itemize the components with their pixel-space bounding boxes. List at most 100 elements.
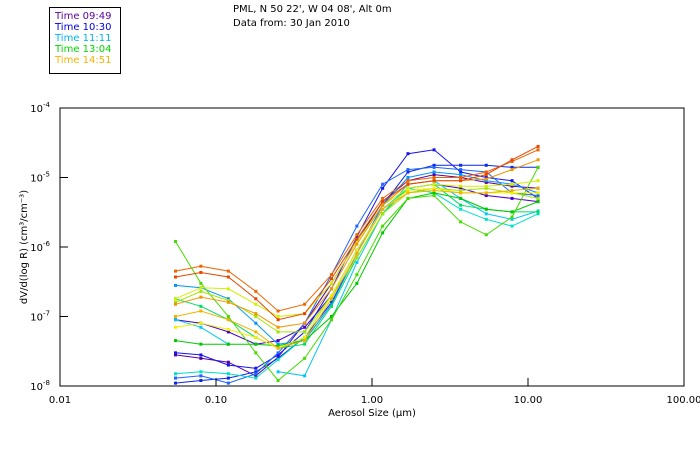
data-point (406, 170, 410, 174)
x-tick-label: 0.10 (205, 395, 227, 406)
data-point (173, 376, 177, 380)
data-point (459, 163, 463, 167)
data-point (173, 315, 177, 318)
data-point (276, 346, 280, 350)
data-point (254, 335, 258, 339)
data-point (199, 286, 203, 290)
data-point (432, 170, 436, 174)
data-point (226, 360, 230, 364)
data-point (355, 239, 359, 243)
legend-entry: Time 14:51 (55, 55, 112, 66)
data-point (173, 318, 177, 322)
data-point (329, 302, 333, 306)
data-point (276, 351, 280, 355)
data-point (510, 215, 514, 219)
data-point (329, 297, 333, 301)
data-point (432, 163, 436, 167)
data-point (459, 189, 463, 193)
data-point (459, 179, 463, 183)
data-point (536, 191, 540, 195)
data-point (536, 148, 540, 152)
data-point (226, 300, 230, 304)
data-point (303, 321, 307, 325)
data-point (459, 203, 463, 207)
data-point (432, 179, 436, 183)
data-point (459, 173, 463, 177)
data-point (226, 298, 230, 302)
data-point (536, 210, 540, 214)
legend-entry: Time 09:49 (55, 11, 112, 22)
data-point (381, 200, 385, 204)
data-point (303, 302, 307, 306)
data-point (510, 217, 514, 221)
series-s14 (173, 186, 540, 350)
data-point (459, 191, 463, 195)
data-point (484, 184, 488, 188)
series-layer (173, 144, 540, 385)
data-point (459, 220, 463, 224)
data-point (254, 370, 258, 374)
data-point (173, 283, 177, 287)
data-point (484, 217, 488, 221)
y-tick-label: 10-8 (30, 379, 50, 393)
data-point (329, 287, 333, 291)
data-point (329, 294, 333, 298)
data-point (355, 273, 359, 277)
legend-entry: Time 10:30 (55, 22, 112, 33)
data-point (199, 289, 203, 293)
data-point (536, 158, 540, 162)
data-point (173, 381, 177, 385)
data-point (303, 312, 307, 316)
data-point (484, 177, 488, 181)
data-point (510, 182, 514, 186)
series-line (175, 149, 539, 312)
data-point (355, 224, 359, 228)
x-tick-label: 10.00 (514, 395, 543, 406)
data-point (254, 342, 258, 346)
data-point (329, 315, 333, 318)
data-point (536, 179, 540, 183)
data-point (173, 302, 177, 306)
data-point (199, 309, 203, 313)
data-point (173, 325, 177, 329)
data-point (199, 342, 203, 346)
data-point (329, 300, 333, 304)
data-point (536, 186, 540, 190)
data-point (254, 372, 258, 376)
series-line (175, 183, 539, 349)
data-point (276, 378, 280, 382)
data-point (303, 335, 307, 339)
data-point (254, 321, 258, 325)
data-point (173, 339, 177, 343)
data-point (226, 287, 230, 291)
series-s10 (173, 191, 540, 348)
data-point (226, 372, 230, 376)
series-line (175, 192, 539, 347)
data-point (226, 275, 230, 279)
data-point (459, 196, 463, 200)
data-point (432, 194, 436, 198)
data-point (536, 196, 540, 200)
series-s13 (173, 179, 540, 318)
data-point (536, 194, 540, 198)
data-point (276, 330, 280, 334)
data-point (510, 196, 514, 200)
y-tick-label: 10-5 (30, 171, 50, 185)
data-point (276, 344, 280, 348)
data-point (381, 182, 385, 186)
data-point (432, 189, 436, 193)
data-point (173, 239, 177, 243)
data-point (484, 194, 488, 198)
y-axis-label: dV/d(log R) (cm³/cm⁻³) (19, 190, 30, 304)
data-point (199, 321, 203, 325)
data-point (226, 297, 230, 301)
data-point (226, 269, 230, 273)
data-point (173, 269, 177, 273)
data-point (432, 165, 436, 169)
y-axis: 10-4 10-5 10-6 10-7 10-8 (30, 101, 68, 393)
data-point (276, 309, 280, 313)
data-point (406, 168, 410, 172)
data-point (484, 191, 488, 195)
data-point (510, 210, 514, 214)
